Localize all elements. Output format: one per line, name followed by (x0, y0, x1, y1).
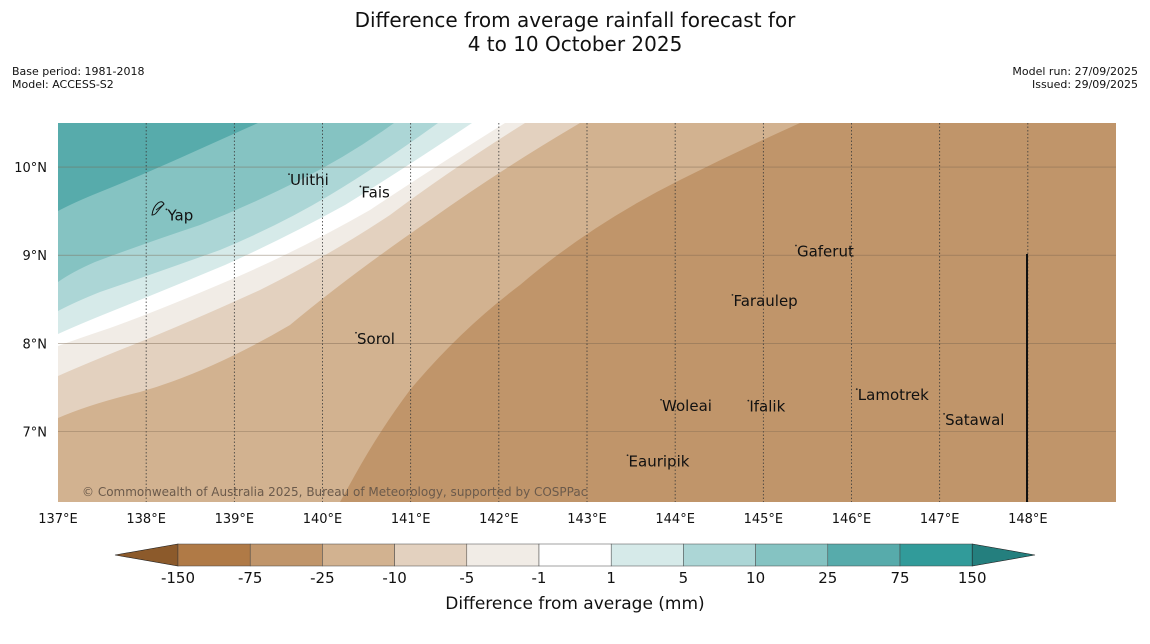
longitude-tick-label: 141°E (391, 512, 431, 527)
colorbar-tick-label: -150 (161, 569, 195, 587)
colorbar-tick-label: -5 (459, 569, 474, 587)
place-gaferut: Gaferut (795, 243, 854, 261)
colorbar-tick-label: 25 (818, 569, 837, 587)
place-eauripik: Eauripik (626, 452, 690, 470)
place-marker (795, 244, 797, 247)
colorbar-tick-label: -75 (238, 569, 263, 587)
place-label: Eauripik (629, 452, 690, 470)
colorbar-segment (683, 543, 756, 567)
model-run: Model run: 27/09/2025 (1012, 65, 1138, 78)
colorbar-segment (177, 543, 251, 567)
place-fais: Fais (359, 183, 390, 201)
place-label: Woleai (662, 397, 712, 415)
place-label: Sorol (357, 330, 395, 348)
longitude-tick-label: 139°E (215, 512, 255, 527)
colorbar: -150 -75 -25 -10 -5 -1 1 5 10 25 75 150 (114, 543, 1036, 587)
longitude-tick-label: 137°E (38, 512, 78, 527)
chart-title: Difference from average rainfall forecas… (0, 8, 1150, 56)
colorbar-segment (755, 543, 829, 567)
longitude-tick-label: 148°E (1008, 512, 1048, 527)
colorbar-tick-label: 5 (679, 569, 689, 587)
place-marker (660, 398, 662, 401)
place-marker (288, 173, 290, 176)
place-marker (747, 399, 750, 402)
longitude-tick-label: 147°E (920, 512, 960, 527)
title-line-2: 4 to 10 October 2025 (467, 32, 683, 56)
colorbar-tick-label: -10 (382, 569, 407, 587)
colorbar-tick-label: -25 (310, 569, 335, 587)
latitude-tick-label: 9°N (23, 249, 48, 264)
longitude-tick-label: 143°E (567, 512, 607, 527)
meta-left: Base period: 1981-2018 Model: ACCESS-S2 (12, 65, 144, 91)
place-marker (943, 412, 945, 415)
colorbar-tick-label: 150 (958, 569, 987, 587)
place-label: Ifalik (749, 398, 785, 416)
place-yap: Yap (165, 206, 193, 224)
colorbar-segment (394, 543, 468, 567)
copyright-note: © Commonwealth of Australia 2025, Bureau… (82, 485, 587, 499)
longitude-tick-label: 138°E (126, 512, 166, 527)
colorbar-segment (322, 543, 395, 567)
colorbar-tick-label: 75 (890, 569, 909, 587)
colorbar-segment (899, 543, 973, 567)
colorbar-segment (827, 543, 901, 567)
colorbar-label: Difference from average (mm) (445, 594, 705, 614)
place-label: Gaferut (797, 243, 854, 261)
colorbar-segment (466, 543, 540, 567)
place-label: Ulithi (290, 171, 329, 189)
longitude-tick-label: 146°E (832, 512, 872, 527)
longitude-tick-labels: 137°E 138°E 139°E 140°E 141°E 142°E 143°E 144°E… (38, 512, 1047, 527)
place-lamotrek: Lamotrek (855, 386, 929, 404)
longitude-tick-label: 144°E (655, 512, 695, 527)
yap-island-icon (151, 201, 165, 216)
graticule (58, 123, 1116, 502)
colorbar-extend-high (971, 543, 1036, 567)
colorbar-segment (249, 543, 323, 567)
place-marker (359, 185, 362, 188)
model-name: Model: ACCESS-S2 (12, 78, 114, 91)
colorbar-tick-label: -1 (532, 569, 547, 587)
place-labels: Yap Ulithi Fais Gaferut Faraulep Sorol Lamotre… (165, 171, 1004, 470)
place-marker (731, 293, 734, 296)
title-line-1: Difference from average rainfall forecas… (354, 8, 796, 32)
place-satawal: Satawal (943, 411, 1004, 429)
longitude-tick-label: 142°E (479, 512, 519, 527)
place-marker (355, 331, 357, 334)
place-sorol: Sorol (355, 330, 395, 348)
meta-right: Model run: 27/09/2025 Issued: 29/09/2025 (1012, 65, 1138, 91)
issued-date: Issued: 29/09/2025 (1031, 78, 1138, 91)
base-period: Base period: 1981-2018 (12, 65, 145, 78)
colorbar-extend-low (114, 543, 179, 567)
latitude-tick-label: 8°N (23, 337, 48, 352)
colorbar-segment (538, 543, 612, 567)
colorbar-tick-label: 1 (606, 569, 616, 587)
place-label: Faraulep (733, 292, 797, 310)
place-ifalik: Ifalik (747, 398, 786, 416)
place-label: Yap (166, 206, 193, 224)
colorbar-segment (610, 543, 684, 567)
place-woleai: Woleai (660, 397, 712, 415)
place-marker (626, 454, 629, 457)
place-label: Lamotrek (858, 386, 929, 404)
colorbar-tick-label: 10 (746, 569, 765, 587)
longitude-tick-label: 140°E (303, 512, 343, 527)
place-marker (165, 208, 168, 211)
place-ulithi: Ulithi (288, 171, 329, 189)
place-label: Fais (361, 183, 390, 201)
place-marker (855, 388, 858, 391)
place-faraulep: Faraulep (731, 292, 798, 310)
latitude-tick-labels: 10°N 9°N 8°N 7°N (14, 161, 47, 440)
longitude-tick-label: 145°E (744, 512, 784, 527)
latitude-tick-label: 10°N (14, 161, 47, 176)
latitude-tick-label: 7°N (23, 425, 48, 440)
place-label: Satawal (945, 411, 1004, 429)
